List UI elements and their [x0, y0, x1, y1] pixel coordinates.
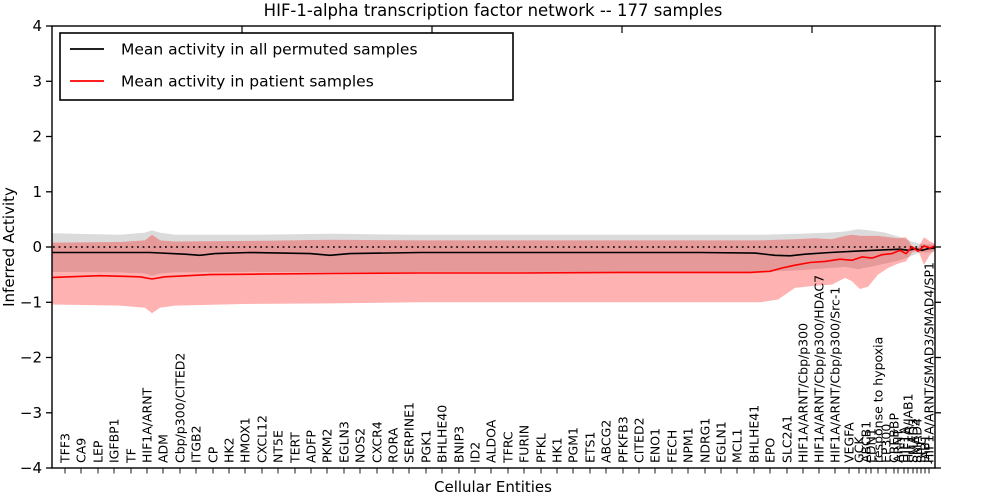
y-tick-label: −3 — [20, 404, 42, 422]
top-axis-ticks — [241, 26, 813, 33]
x-tick-label: PGM1 — [566, 427, 581, 463]
x-tick-label: EP300 — [879, 424, 894, 463]
x-tick-label: CA9 — [74, 438, 89, 463]
x-tick-label: HIF1A/ARNT/SMAD3/SMAD4/SP1 — [922, 262, 937, 463]
x-tick-label: PGK1 — [419, 430, 434, 463]
legend-box — [59, 32, 514, 101]
legend-label-patient: Mean activity in patient samples — [121, 73, 374, 91]
x-tick-label: ABCB1 — [859, 421, 874, 463]
x-tick-label: HIF1A/JAB1 — [901, 393, 916, 463]
x-tick-label: CP — [206, 446, 221, 463]
x-tick-label: SLC2A1 — [780, 415, 795, 463]
y-tick-label: 0 — [32, 238, 42, 256]
x-tick-label: RORA — [386, 427, 401, 463]
y-tick-label: 2 — [32, 128, 42, 146]
x-tick-label: HIF1A/ARNT — [140, 387, 155, 463]
x-tick-label: GCK — [852, 436, 867, 463]
x-tick-label: CXCL12 — [255, 415, 270, 463]
x-tick-label: Cbp/p300/CITED2 — [173, 353, 188, 463]
x-tick-label: HIF1A/ARNT/Cbp/p300 — [796, 323, 811, 463]
x-tick-label: NT5E — [271, 430, 286, 463]
x-tick-label: HIF1A/ARNT/Cbp/p300/HDAC7 — [812, 275, 827, 463]
x-tick-label: ADM — [156, 434, 171, 463]
x-tick-label: ITGB2 — [189, 425, 204, 463]
x-tick-label: ALDOA — [484, 419, 499, 463]
x-tick-label: ETS1 — [583, 432, 598, 463]
series-lines — [51, 244, 936, 280]
x-tick-label: HIF1A — [897, 426, 912, 463]
x-tick-label: EDN1 — [864, 428, 879, 463]
y-tick-label: 3 — [32, 73, 42, 91]
legend-label-permuted: Mean activity in all permuted samples — [121, 41, 418, 59]
x-tick-label: SMAD4 — [910, 418, 925, 463]
x-tick-label: PFKFB3 — [616, 416, 631, 463]
x-tick-label: response to hypoxia — [871, 337, 886, 463]
y-tick-label: 4 — [32, 17, 42, 35]
x-tick-label: IGFBP1 — [107, 418, 122, 463]
x-tick-label: CREBBP — [887, 413, 902, 463]
x-axis-label: Cellular Entities — [434, 478, 552, 496]
x-tick-label: HIF1A/ARNT/Cbp/p300/Src-1 — [828, 287, 843, 463]
x-tick-label: TF — [124, 448, 139, 464]
x-tick-label: BHLHE41 — [747, 405, 762, 463]
x-tick-label: LEP — [91, 440, 106, 463]
x-tick-label: HK2 — [222, 437, 237, 463]
x-tick-label: NDRG1 — [698, 418, 713, 463]
x-tick-label: BNIP3 — [452, 426, 467, 463]
x-tick-label: FURIN — [517, 425, 532, 463]
x-tick-label: SP1 — [914, 440, 929, 463]
confidence-bands — [52, 229, 935, 314]
x-tick-label: CXCR4 — [370, 421, 385, 463]
x-tick-label: TFRC — [501, 431, 516, 464]
x-tick-label: HMOX1 — [238, 417, 253, 463]
x-tick-label: TFF3 — [58, 433, 73, 464]
x-tick-label: EGLN1 — [714, 421, 729, 463]
x-tick-label: HK1 — [550, 437, 565, 463]
line-mean-permuted — [52, 247, 936, 257]
band-patient-samples — [52, 234, 935, 314]
x-tick-label: BHLHE40 — [435, 405, 450, 463]
x-tick-label: ABCG2 — [599, 420, 614, 463]
y-tick-label: −1 — [20, 294, 42, 312]
x-tick-label: ADFP — [304, 430, 319, 463]
x-tick-label: NOS2 — [353, 428, 368, 463]
line-mean-patient — [51, 244, 936, 280]
y-tick-label: −2 — [20, 349, 42, 367]
x-tick-label: PKM2 — [320, 429, 335, 463]
chart-title: HIF-1-alpha transcription factor network… — [264, 1, 723, 20]
y-axis-label: Inferred Activity — [0, 187, 18, 307]
x-tick-label: EGLN3 — [337, 421, 352, 463]
x-tick-label: EPO — [763, 438, 778, 463]
x-tick-label: JAB1 — [918, 434, 933, 464]
x-tick-label: CITED2 — [632, 417, 647, 463]
y-tick-label: 1 — [32, 183, 42, 201]
x-tick-label: ENO1 — [648, 428, 663, 463]
x-tick-label: SERPINE1 — [402, 402, 417, 463]
y-tick-label: −4 — [20, 459, 42, 477]
x-tick-label: SMAD3 — [906, 418, 921, 463]
x-tick-label: TERT — [288, 432, 303, 464]
x-tick-label: ID2 — [468, 442, 483, 463]
x-tick-labels: TFF3 CA9 LEP IGFBP1 TF HIF1A/ARNT ADM Cbp/p300/… — [58, 262, 937, 464]
x-tick-label: NPM1 — [681, 427, 696, 463]
x-axis-ticks — [64, 468, 930, 474]
x-tick-label: MCL1 — [730, 429, 745, 463]
x-tick-label: PFKL — [534, 433, 549, 463]
x-tick-label: ARNT — [891, 428, 906, 463]
y-axis-ticks: 4 3 2 1 0 −1 −2 −3 −4 — [20, 17, 941, 477]
x-tick-label: FECH — [665, 430, 680, 463]
legend: Mean activity in all permuted samples Me… — [59, 32, 514, 101]
x-tick-label: VEGFA — [842, 422, 857, 463]
